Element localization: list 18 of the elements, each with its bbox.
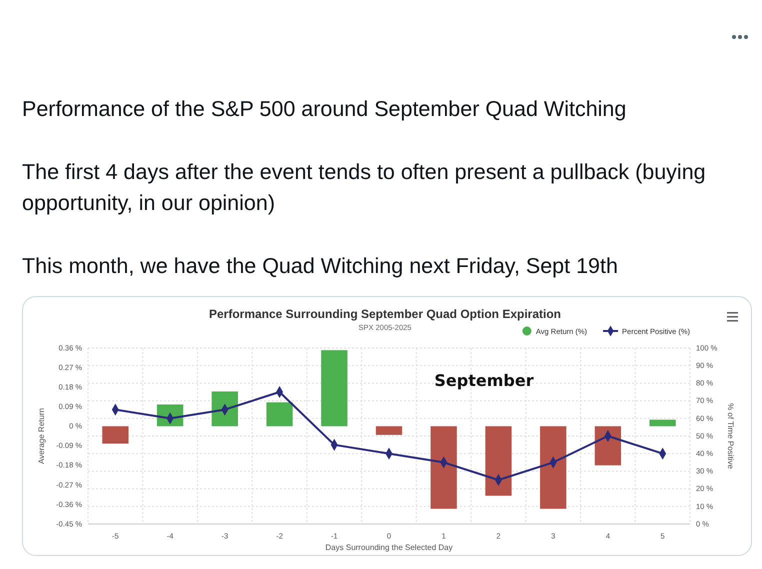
bar [430,426,457,509]
bar [485,426,512,496]
annotation: September [434,371,534,390]
bar [376,426,402,435]
chart-title: Performance Surrounding September Quad Option Expiration [208,307,562,321]
y2-axis-title: % of Time Positive [726,403,735,470]
text: The first 4 days after the event tends to often present a pullback (buying opportunity, in our opinion) [22,158,707,217]
bar [650,420,676,426]
y-axis-title: Average Return [37,408,46,464]
x-axis-title: Days Surrounding the Selected Day [325,543,453,552]
text: This month, we have the Quad Witching next Friday, Sept 19th [22,252,619,280]
bar [594,426,622,466]
bar [266,402,293,426]
bar [212,391,238,426]
bar [321,350,348,426]
bar [102,426,128,444]
text: Performance of the S&P 500 around September Quad Witching [22,96,628,123]
bar [540,426,566,509]
